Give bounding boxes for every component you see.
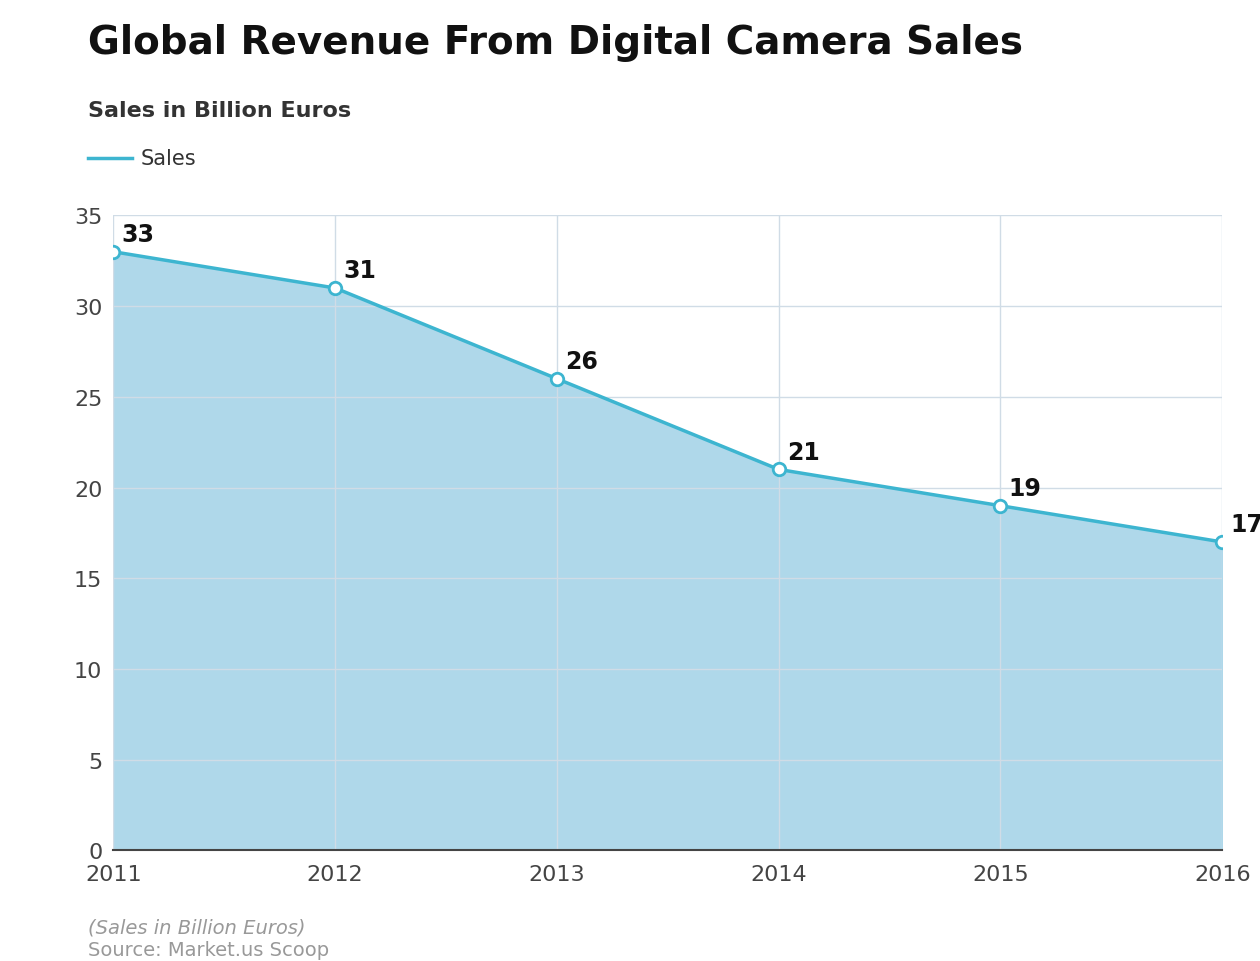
Text: 17: 17 — [1231, 513, 1260, 537]
Text: Sales in Billion Euros: Sales in Billion Euros — [88, 101, 352, 121]
Text: 21: 21 — [788, 440, 820, 464]
Text: 31: 31 — [344, 259, 377, 283]
Text: Source: Market.us Scoop: Source: Market.us Scoop — [88, 940, 329, 959]
Text: (Sales in Billion Euros): (Sales in Billion Euros) — [88, 918, 306, 937]
Text: 19: 19 — [1009, 477, 1042, 501]
Text: Global Revenue From Digital Camera Sales: Global Revenue From Digital Camera Sales — [88, 24, 1023, 62]
Text: 26: 26 — [566, 350, 598, 374]
Text: 33: 33 — [122, 223, 155, 247]
Text: Sales: Sales — [141, 149, 197, 168]
